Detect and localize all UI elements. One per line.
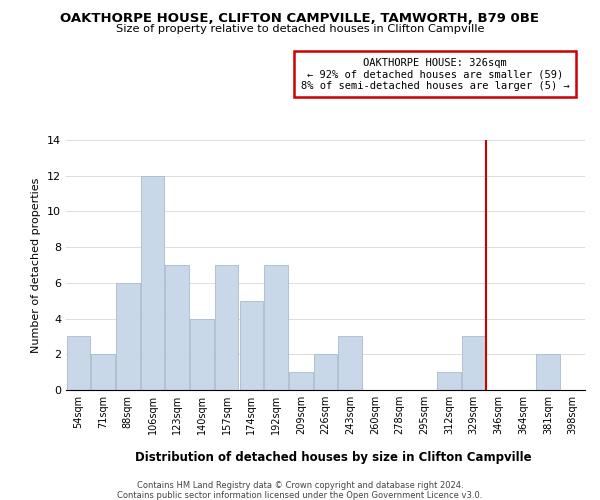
Y-axis label: Number of detached properties: Number of detached properties <box>31 178 41 352</box>
Bar <box>141 176 164 390</box>
Bar <box>239 300 263 390</box>
Bar <box>437 372 461 390</box>
Text: Size of property relative to detached houses in Clifton Campville: Size of property relative to detached ho… <box>116 24 484 34</box>
Bar <box>166 265 189 390</box>
Bar <box>289 372 313 390</box>
Bar <box>190 318 214 390</box>
Text: Distribution of detached houses by size in Clifton Campville: Distribution of detached houses by size … <box>134 451 532 464</box>
Bar <box>215 265 238 390</box>
Bar <box>265 265 288 390</box>
Bar <box>67 336 90 390</box>
Bar <box>116 283 140 390</box>
Bar <box>91 354 115 390</box>
Text: OAKTHORPE HOUSE, CLIFTON CAMPVILLE, TAMWORTH, B79 0BE: OAKTHORPE HOUSE, CLIFTON CAMPVILLE, TAMW… <box>61 12 539 26</box>
Bar <box>536 354 560 390</box>
Bar <box>338 336 362 390</box>
Bar <box>314 354 337 390</box>
Text: Contains HM Land Registry data © Crown copyright and database right 2024.: Contains HM Land Registry data © Crown c… <box>137 482 463 490</box>
Text: OAKTHORPE HOUSE: 326sqm
← 92% of detached houses are smaller (59)
8% of semi-det: OAKTHORPE HOUSE: 326sqm ← 92% of detache… <box>301 58 569 90</box>
Text: Contains public sector information licensed under the Open Government Licence v3: Contains public sector information licen… <box>118 490 482 500</box>
Bar <box>462 336 485 390</box>
